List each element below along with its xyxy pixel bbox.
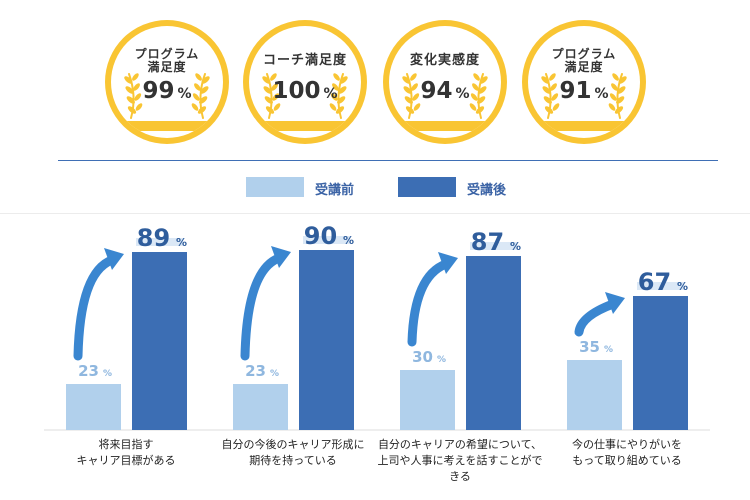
badge-value: 99% (111, 78, 223, 104)
bar-before (66, 384, 121, 430)
legend-swatch-after (398, 177, 456, 197)
badge-unit: % (323, 86, 338, 102)
badge-ribbon (528, 121, 640, 131)
badge-title: 変化実感度 (389, 54, 501, 67)
data-label-unit: % (176, 236, 187, 249)
wheat-branch-icon (191, 73, 210, 119)
category-label: 自分のキャリアの希望について、上司や人事に考えを話すことができる (375, 437, 545, 485)
category-label-line: キャリア目標がある (76, 454, 176, 467)
category-label-line: 自分のキャリアの希望について、 (377, 438, 543, 451)
badge-value: 91% (528, 78, 640, 104)
badge-number: 91 (559, 78, 592, 104)
wheat-branch-icon (124, 73, 143, 119)
data-label: 30 (412, 348, 433, 366)
badge-inner: プログラム 満足度 91% (528, 26, 640, 138)
badge-title-line: 変化実感度 (409, 53, 480, 68)
wheat-wreath-icon (402, 73, 488, 119)
growth-arrow-icon (574, 292, 625, 337)
category-label-line: 今の仕事にやりがいを (572, 438, 682, 451)
data-label-unit: % (343, 234, 354, 247)
wheat-branch-icon (402, 73, 421, 119)
data-label: 23 (78, 362, 99, 380)
badge-title-line: 満足度 (147, 60, 187, 74)
data-label-unit: % (677, 280, 688, 293)
data-label: 35 (579, 338, 600, 356)
bar-after (466, 256, 521, 430)
data-label-unit: % (437, 355, 446, 365)
wheat-branch-icon (469, 73, 488, 119)
data-label-unit: % (604, 345, 613, 355)
badge-value: 94% (389, 78, 501, 104)
legend-label-before: 受講前 (315, 183, 355, 198)
category-label-line: 将来目指す (98, 438, 154, 451)
wheat-wreath-icon (541, 73, 627, 119)
legend-label-after: 受講後 (467, 183, 507, 198)
growth-arrow-icon (407, 252, 458, 347)
category-label: 今の仕事にやりがいを もって取り組めている (542, 437, 712, 469)
badge-ribbon (249, 121, 361, 131)
wheat-branch-icon (541, 73, 560, 119)
badge-title-line: プログラム (134, 47, 200, 61)
badge-unit: % (455, 86, 470, 102)
bar-chart: 23 % 89 % 23 % 90 % 30 % 87 % 35 % 67% (44, 222, 710, 431)
bar-before (400, 370, 455, 430)
badge-program-satisfaction-2: プログラム 満足度 91% (522, 20, 646, 144)
data-label-unit: % (270, 369, 279, 379)
growth-arrow-icon (240, 246, 291, 361)
wheat-wreath-icon (124, 73, 210, 119)
badge-program-satisfaction-1: プログラム 満足度 99% (105, 20, 229, 144)
bar-before (567, 360, 622, 430)
badge-coach-satisfaction: コーチ満足度 100% (243, 20, 367, 144)
category-label-line: 期待を持っている (249, 454, 337, 467)
badge-unit: % (594, 86, 609, 102)
data-label: 89 (137, 224, 170, 252)
bar-after (299, 250, 354, 430)
category-label: 将来目指すキャリア目標がある (41, 437, 211, 469)
badge-title-line: プログラム (551, 47, 617, 61)
bar-after (633, 296, 688, 430)
badge-change-realization: 変化実感度 94% (383, 20, 507, 144)
category-label: 自分の今後のキャリア形成に 期待を持っている (208, 437, 378, 469)
badge-title-line: 満足度 (564, 60, 604, 74)
badge-value: 100% (249, 78, 361, 104)
value-highlight (303, 236, 350, 244)
category-label-line: もって取り組めている (572, 454, 682, 467)
badge-title: プログラム 満足度 (111, 48, 223, 74)
badge-inner: 変化実感度 94% (389, 26, 501, 138)
legend-swatch-before (246, 177, 304, 197)
light-divider (0, 213, 750, 214)
data-label: 87 (471, 228, 504, 256)
category-label-line: 自分の今後のキャリア形成に (221, 438, 365, 451)
badge-inner: プログラム 満足度 99% (111, 26, 223, 138)
wheat-branch-icon (608, 73, 627, 119)
badge-title-line: コーチ満足度 (262, 53, 347, 68)
badge-title: コーチ満足度 (249, 54, 361, 67)
badge-ribbon (389, 121, 501, 131)
badge-number: 94 (420, 78, 453, 104)
data-label-unit: % (510, 240, 521, 253)
badge-number: 99 (142, 78, 175, 104)
badge-inner: コーチ満足度 100% (249, 26, 361, 138)
wheat-branch-icon (329, 73, 348, 119)
data-label-unit: % (103, 369, 112, 379)
value-highlight (136, 238, 183, 246)
data-label: 67 (638, 268, 671, 296)
data-label: 90 (304, 222, 337, 250)
section-divider (58, 160, 718, 161)
data-label: 23 (245, 362, 266, 380)
value-highlight (470, 242, 517, 250)
badge-unit: % (177, 86, 192, 102)
badge-ribbon (111, 121, 223, 131)
bar-after (132, 252, 187, 430)
wheat-branch-icon (262, 73, 281, 119)
bar-before (233, 384, 288, 430)
growth-arrow-icon (73, 248, 124, 361)
value-highlight (637, 282, 684, 290)
badge-number: 100 (272, 78, 321, 104)
badge-title: プログラム 満足度 (528, 48, 640, 74)
wheat-wreath-icon (262, 73, 348, 119)
category-label-line: 上司や人事に考えを話すことができる (377, 454, 543, 483)
